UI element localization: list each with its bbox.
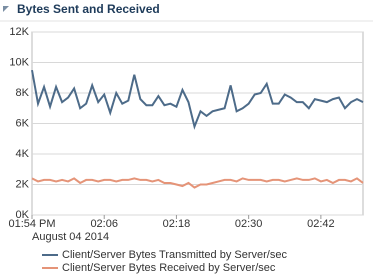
- y-tick-label: 2K: [16, 178, 30, 190]
- x-tick-label: 02:18: [163, 218, 191, 230]
- y-tick-label: 8K: [16, 87, 30, 99]
- x-tick-label: 02:42: [307, 218, 335, 230]
- legend-label: Client/Server Bytes Transmitted by Serve…: [62, 249, 287, 261]
- y-tick-label: 10K: [9, 56, 29, 68]
- series-line: [31, 69, 364, 130]
- x-tick-label: 01:54 PM: [8, 218, 55, 230]
- series-line: [31, 177, 364, 189]
- legend-label: Client/Server Bytes Received by Server/s…: [62, 262, 276, 274]
- collapse-icon[interactable]: [3, 6, 9, 12]
- x-tick-label: 02:30: [235, 218, 263, 230]
- chart-title: Bytes Sent and Received: [17, 2, 160, 16]
- y-tick-label: 4K: [16, 148, 30, 160]
- x-date-label: August 04 2014: [32, 231, 109, 243]
- x-tick-label: 02:06: [90, 218, 118, 230]
- y-tick-label: 6K: [16, 117, 30, 129]
- y-tick-label: 0K: [16, 209, 30, 221]
- y-tick-label: 12K: [9, 26, 29, 38]
